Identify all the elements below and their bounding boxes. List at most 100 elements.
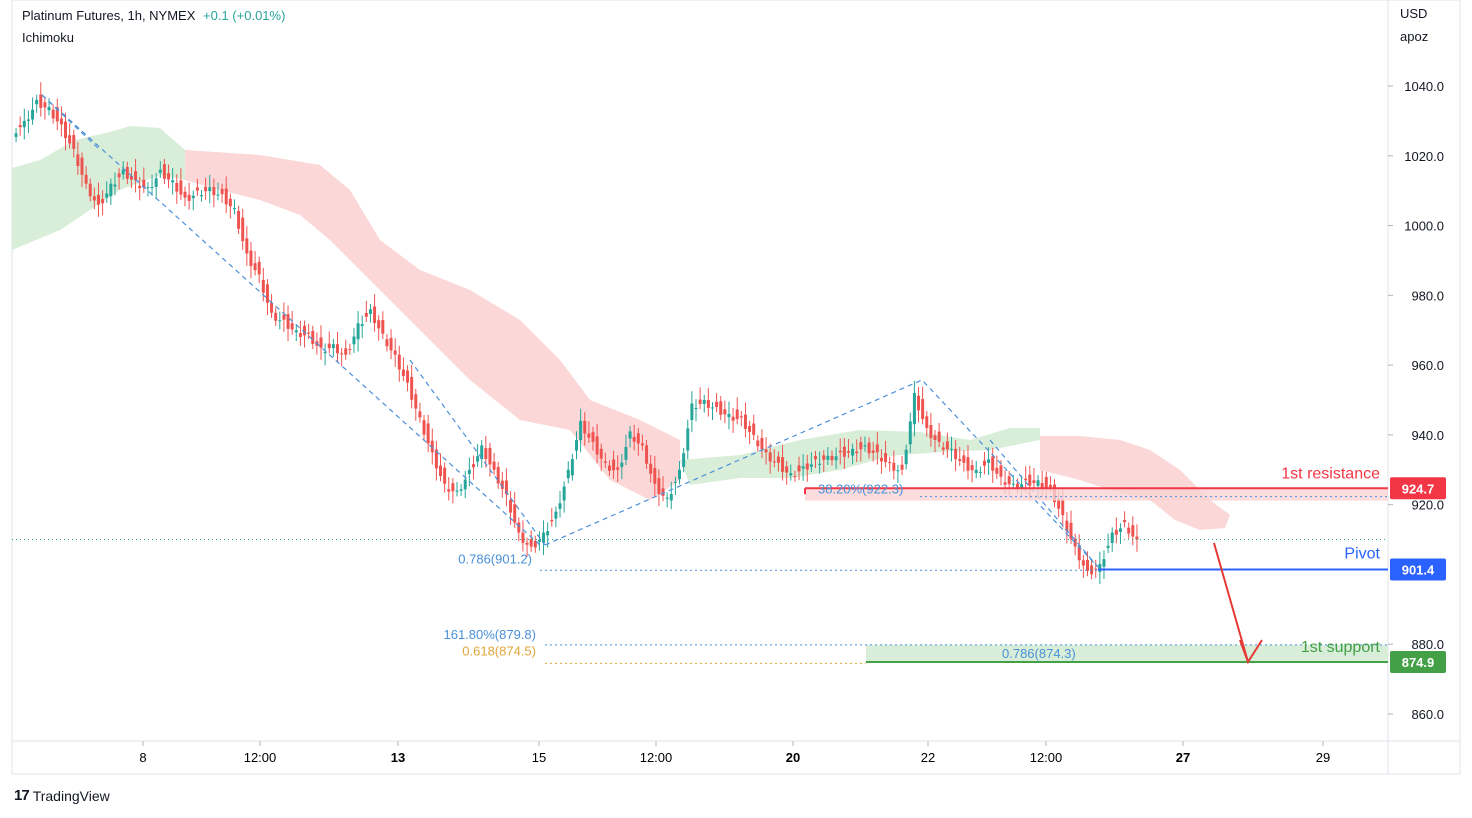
candle-body — [698, 399, 702, 404]
candle-body — [51, 109, 55, 119]
candle-body — [204, 186, 208, 192]
projection-arrow — [1213, 542, 1249, 663]
scale-label[interactable]: apoz — [1400, 29, 1429, 44]
x-tick-label: 20 — [786, 750, 800, 765]
candle-body — [216, 194, 220, 196]
fib-swing-line — [41, 94, 101, 151]
candle-body — [546, 531, 550, 536]
candle-body — [657, 478, 661, 494]
candle-body — [513, 504, 517, 523]
x-tick-label: 12:00 — [244, 750, 277, 765]
candle-body — [855, 451, 859, 454]
candle-body — [68, 135, 72, 144]
candle-body — [900, 464, 904, 470]
candle-body — [406, 370, 410, 383]
candle-body — [987, 459, 991, 463]
candle-body — [183, 191, 187, 198]
support-zone — [866, 644, 1388, 663]
candle-body — [1044, 476, 1048, 488]
y-tick-label: 980.0 — [1411, 288, 1444, 303]
candle-body — [1127, 527, 1131, 534]
symbol-title: Platinum Futures, 1h, NYMEX — [22, 8, 196, 23]
tradingview-logo-icon: 17 — [14, 787, 30, 804]
x-tick-label: 27 — [1176, 750, 1190, 765]
candle-body — [579, 420, 583, 441]
candle-body — [212, 187, 216, 196]
candle-body — [340, 353, 344, 355]
candle-body — [706, 400, 710, 408]
candle-body — [846, 451, 850, 453]
candle-body — [735, 409, 739, 420]
brand[interactable]: 17 TradingView — [14, 787, 110, 804]
x-tick-label: 15 — [532, 750, 546, 765]
candle-body — [727, 413, 731, 418]
candle-body — [562, 486, 566, 501]
candle-body — [991, 456, 995, 471]
candle-body — [682, 453, 686, 467]
candle-body — [138, 185, 142, 189]
candle-body — [14, 133, 18, 137]
support-badge-text: 874.9 — [1402, 655, 1435, 670]
candle-body — [809, 464, 813, 467]
candle-body — [954, 448, 958, 460]
candle-body — [826, 455, 830, 460]
candle-body — [261, 279, 265, 293]
candle-body — [921, 399, 925, 420]
candle-body — [818, 463, 822, 465]
candle-body — [224, 188, 228, 205]
candle-body — [162, 164, 166, 179]
candle-body — [1024, 478, 1028, 481]
candle-body — [517, 522, 521, 533]
x-tick-label: 12:00 — [1030, 750, 1063, 765]
candle-body — [496, 466, 500, 484]
fib-label: 38.20%(922.3) — [818, 482, 903, 497]
candle-body — [294, 330, 298, 333]
candle-body — [113, 184, 117, 187]
candle-body — [702, 400, 706, 404]
candle-body — [298, 333, 302, 337]
fib-swing-line — [41, 94, 541, 546]
candle-body — [80, 157, 84, 175]
candle-body — [995, 467, 999, 474]
price-change: +0.1 (+0.01%) — [203, 8, 286, 23]
candle-body — [1098, 563, 1102, 572]
candle-body — [121, 169, 125, 175]
candles — [14, 82, 1139, 585]
candle-body — [22, 120, 26, 128]
candle-body — [307, 332, 311, 334]
candle-body — [1061, 500, 1065, 516]
candle-body — [1102, 559, 1106, 567]
candle-body — [867, 442, 871, 454]
candle-body — [945, 441, 949, 450]
candle-body — [612, 459, 616, 471]
candle-body — [158, 169, 162, 173]
candle-body — [200, 195, 203, 197]
candle-body — [624, 446, 628, 460]
candle-body — [583, 420, 587, 434]
ichimoku-cloud-bearish — [185, 150, 680, 500]
candle-body — [364, 313, 368, 317]
candle-body — [925, 416, 929, 428]
candle-body — [125, 166, 129, 179]
resistance-badge-text: 924.7 — [1402, 481, 1435, 496]
candle-body — [781, 457, 785, 472]
support-badge — [1390, 651, 1446, 674]
fib-swing-line — [544, 379, 1099, 568]
candle-body — [743, 414, 747, 429]
candle-body — [76, 154, 80, 167]
candle-body — [443, 467, 447, 484]
candle-body — [842, 446, 846, 457]
candle-body — [789, 473, 793, 476]
candle-body — [105, 193, 109, 198]
fib-label: 161.80%(879.8) — [443, 627, 536, 642]
candle-body — [274, 312, 278, 321]
candle-body — [1094, 568, 1098, 570]
candle-body — [1040, 483, 1044, 489]
candle-body — [418, 411, 422, 418]
candle-body — [884, 453, 888, 463]
candle-body — [488, 447, 492, 465]
candle-body — [1106, 545, 1110, 548]
candle-body — [772, 461, 776, 463]
candle-body — [484, 448, 488, 460]
